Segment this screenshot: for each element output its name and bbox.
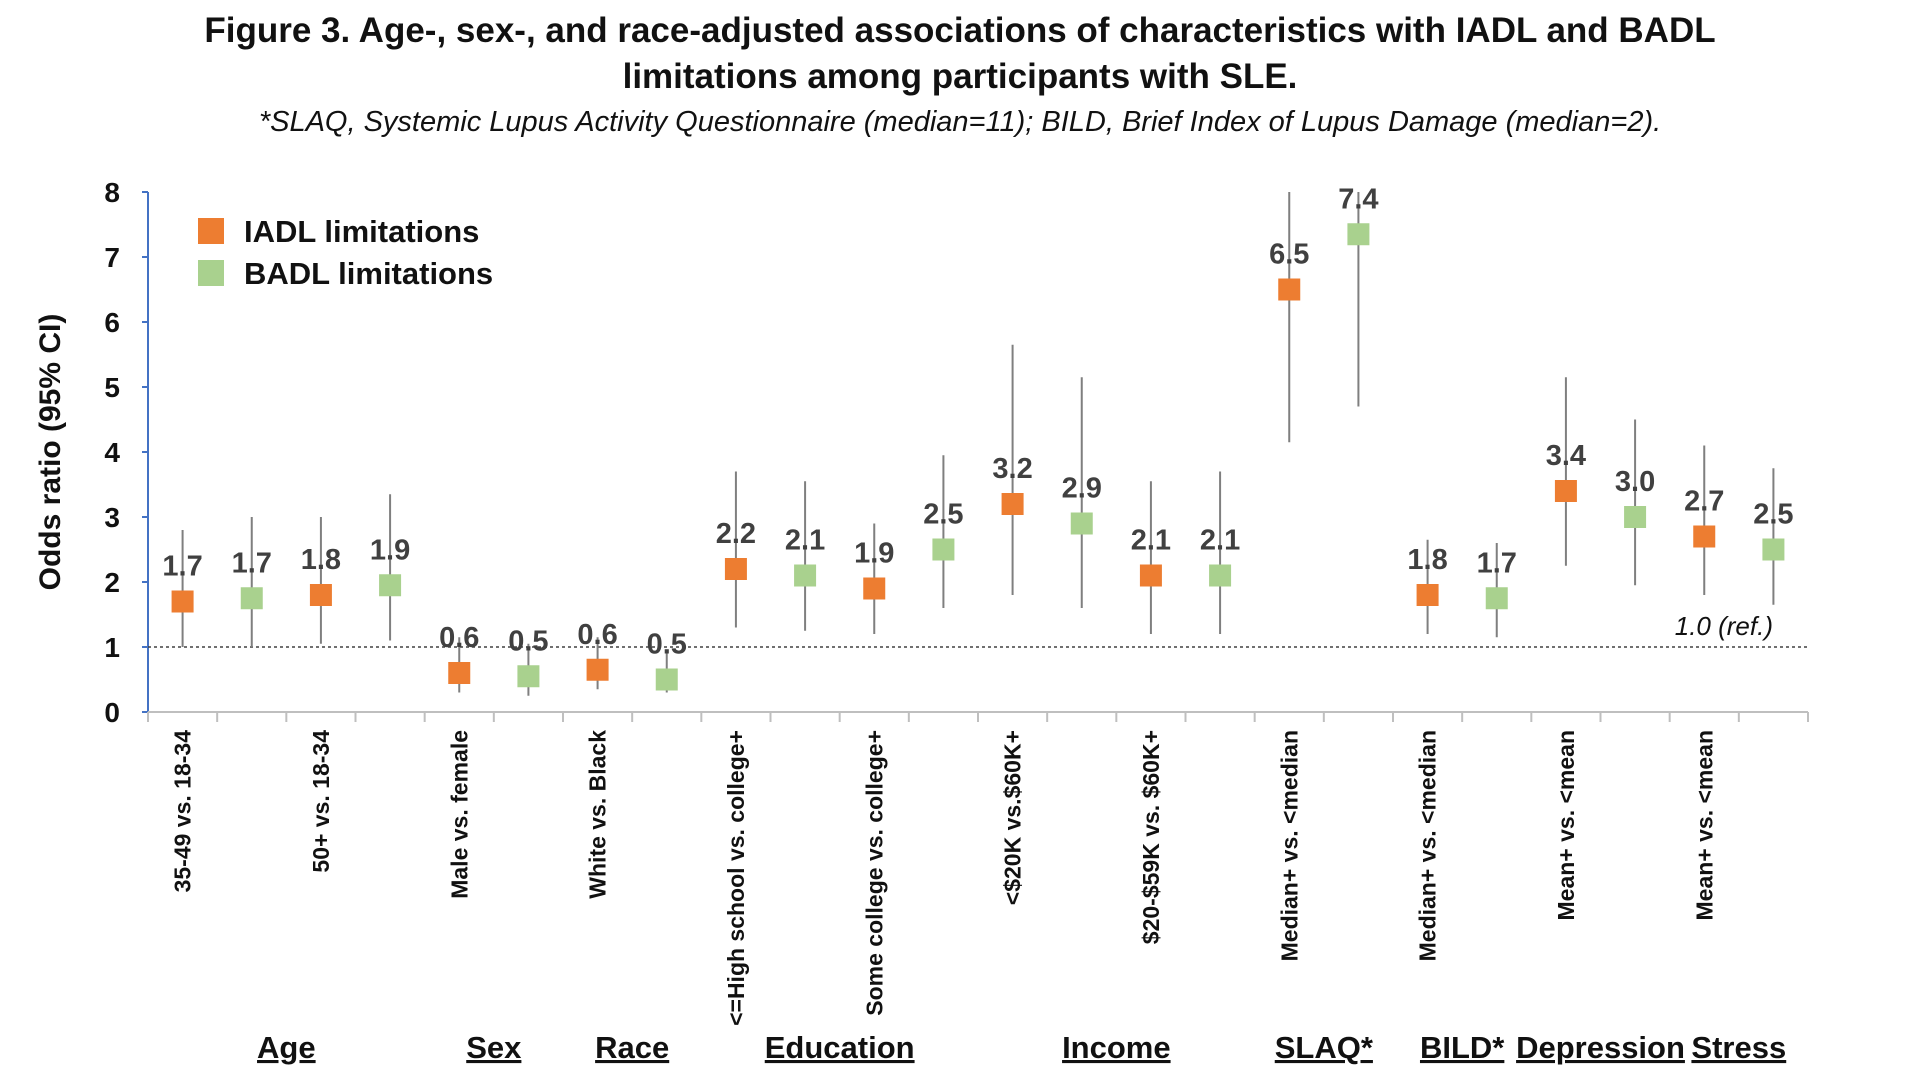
- data-labels: 1.7 1.7 1.8 1.9 0.6 0.5 0.6 0.5 2.2 2.1 1.9 2.5 3.2 2…: [162, 183, 1793, 660]
- reference-label: 1.0 (ref.): [1675, 611, 1773, 641]
- iadl-point: [171, 590, 194, 613]
- iadl-value-label: 6.5: [1269, 239, 1309, 271]
- iadl-value-label: 3.4: [1546, 440, 1586, 472]
- chart-title-line-1: Figure 3. Age-, sex-, and race-adjusted …: [204, 11, 1716, 50]
- badl-value-label: 0.5: [647, 629, 687, 661]
- iadl-point: [1554, 480, 1577, 502]
- iadl-point: [448, 662, 471, 684]
- y-tick-label: 3: [104, 502, 120, 533]
- badl-value-label: 0.5: [508, 625, 548, 657]
- legend-swatch-iadl: [198, 218, 224, 244]
- y-tick-label: 8: [104, 177, 120, 208]
- group-label: Sex: [466, 1030, 522, 1065]
- badl-point: [517, 665, 540, 688]
- iadl-point: [1693, 525, 1716, 548]
- y-axis-title: Odds ratio (95% CI): [34, 314, 67, 591]
- group-label: Depression: [1516, 1030, 1685, 1065]
- y-tick-label: 4: [104, 437, 120, 468]
- y-tick-label: 0: [104, 697, 120, 728]
- y-tick-label: 7: [104, 242, 120, 273]
- badl-point: [655, 668, 678, 691]
- badl-point: [379, 574, 402, 597]
- iadl-value-label: 0.6: [439, 622, 479, 654]
- x-category-label: 35-49 vs. 18-34: [170, 730, 196, 893]
- group-label: Stress: [1691, 1030, 1786, 1065]
- y-tick-label: 6: [104, 307, 120, 338]
- group-label: Income: [1062, 1030, 1171, 1065]
- x-category-label: White vs. Black: [585, 730, 611, 899]
- legend-label-badl: BADL limitations: [244, 256, 493, 291]
- iadl-point: [863, 577, 886, 600]
- iadl-value-label: 0.6: [577, 619, 617, 651]
- iadl-point: [586, 658, 609, 681]
- data-points: [171, 223, 1785, 691]
- x-category-label: Mean+ vs. <mean: [1553, 730, 1579, 921]
- badl-value-label: 2.9: [1062, 473, 1102, 505]
- group-label: Age: [257, 1030, 316, 1065]
- legend: IADL limitations BADL limitations: [198, 214, 493, 291]
- badl-value-label: 7.4: [1338, 183, 1378, 215]
- iadl-point: [1416, 584, 1439, 606]
- group-label: SLAQ*: [1275, 1030, 1374, 1065]
- badl-value-label: 1.7: [232, 547, 272, 579]
- badl-point: [240, 587, 263, 610]
- iadl-value-label: 1.9: [854, 538, 894, 570]
- x-category-label: Some college vs. college+: [861, 730, 887, 1016]
- group-label: Education: [765, 1030, 915, 1065]
- x-category-label: Male vs. female: [446, 730, 472, 899]
- x-category-label: Median+ vs. <median: [1415, 730, 1441, 961]
- iadl-value-label: 3.2: [992, 453, 1032, 485]
- chart-title-line-2: limitations among participants with SLE.: [622, 57, 1298, 96]
- x-category-label: 50+ vs. 18-34: [308, 730, 334, 873]
- iadl-value-label: 2.2: [716, 518, 756, 550]
- badl-point: [1070, 512, 1093, 535]
- badl-point: [1347, 223, 1370, 246]
- x-category-label: <=High school vs. college+: [723, 730, 749, 1026]
- badl-value-label: 1.9: [370, 534, 410, 566]
- legend-label-iadl: IADL limitations: [244, 214, 479, 249]
- axes: 0 1 2 3 4 5 6 7 8 Odds ratio (95% CI) 1.0 (ref.) 35…: [34, 177, 1809, 1065]
- iadl-value-label: 2.7: [1684, 486, 1724, 518]
- x-category-label: Median+ vs. <median: [1276, 730, 1302, 961]
- iadl-point: [1001, 493, 1024, 515]
- iadl-value-label: 2.1: [1131, 525, 1171, 557]
- x-category-label: <$20K vs.$60K+: [1000, 730, 1026, 905]
- iadl-value-label: 1.8: [301, 544, 341, 576]
- chart-subtitle: *SLAQ, Systemic Lupus Activity Questionn…: [258, 106, 1662, 138]
- group-label: Race: [595, 1030, 669, 1065]
- badl-value-label: 2.5: [1753, 499, 1793, 531]
- iadl-point: [309, 584, 332, 606]
- badl-point: [1624, 506, 1647, 528]
- badl-point: [1485, 587, 1508, 610]
- badl-value-label: 3.0: [1615, 466, 1655, 498]
- badl-value-label: 2.1: [1200, 525, 1240, 557]
- y-tick-label: 5: [104, 372, 120, 403]
- x-category-label: $20-$59K vs. $60K+: [1138, 730, 1164, 944]
- iadl-value-label: 1.7: [162, 551, 202, 583]
- iadl-point: [1278, 278, 1301, 301]
- y-tick-label: 2: [104, 567, 120, 598]
- badl-value-label: 2.5: [923, 499, 963, 531]
- badl-point: [1209, 564, 1232, 587]
- badl-point: [1762, 538, 1785, 561]
- badl-point: [794, 564, 817, 587]
- badl-point: [932, 538, 955, 561]
- iadl-point: [1139, 564, 1162, 587]
- badl-value-label: 2.1: [785, 525, 825, 557]
- y-tick-label: 1: [104, 632, 120, 663]
- iadl-value-label: 1.8: [1407, 544, 1447, 576]
- badl-value-label: 1.7: [1477, 547, 1517, 579]
- iadl-point: [724, 558, 747, 580]
- x-category-label: Mean+ vs. <mean: [1691, 730, 1717, 921]
- group-label: BILD*: [1420, 1030, 1505, 1065]
- legend-swatch-badl: [198, 260, 224, 286]
